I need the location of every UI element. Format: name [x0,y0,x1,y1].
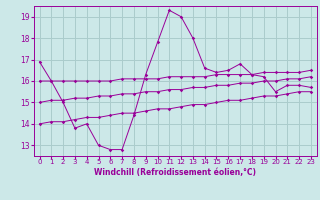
X-axis label: Windchill (Refroidissement éolien,°C): Windchill (Refroidissement éolien,°C) [94,168,256,177]
